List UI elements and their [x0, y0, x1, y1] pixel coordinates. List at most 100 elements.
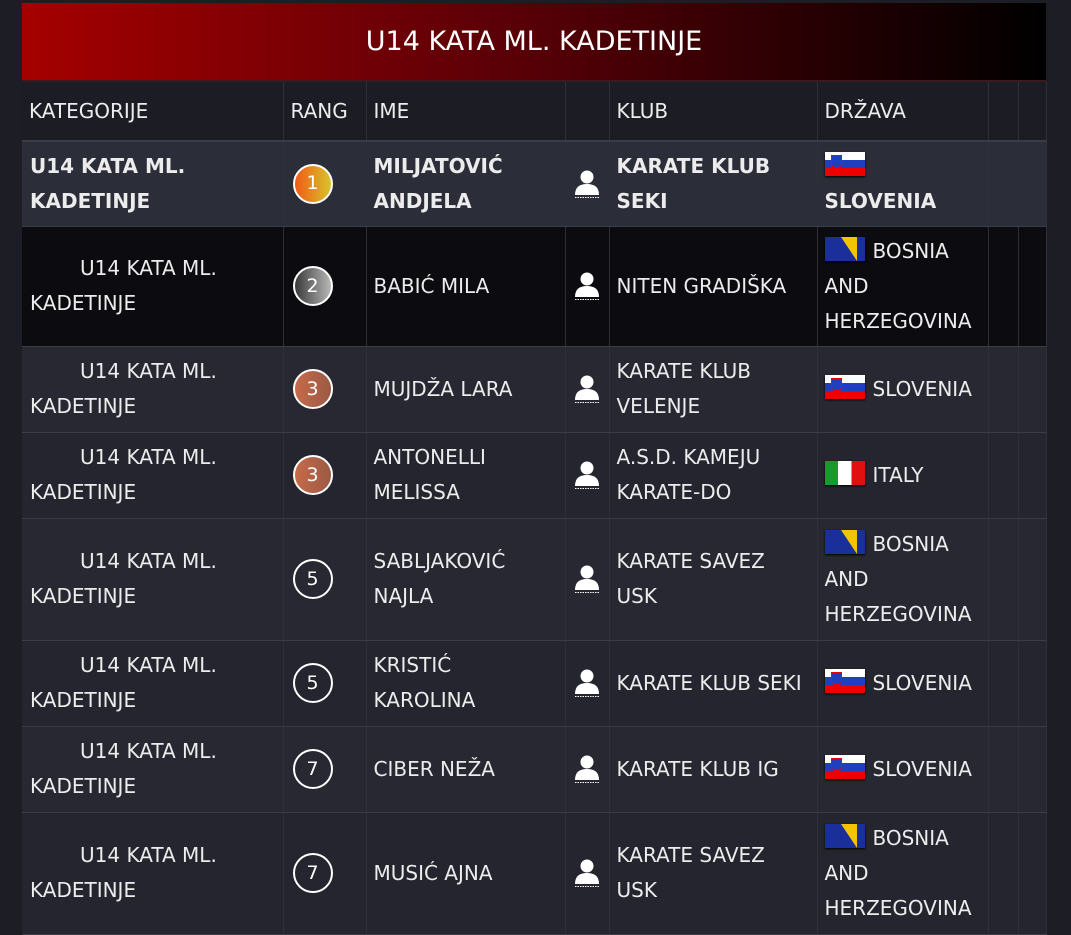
- flag-ba-icon: [824, 823, 865, 848]
- header-club[interactable]: KLUB: [609, 82, 818, 142]
- header-country[interactable]: DRŽAVA: [817, 82, 989, 142]
- flag-si-icon: [824, 754, 865, 779]
- rank-cell: 5: [283, 518, 367, 641]
- category-text: U14 KATA ML. KADETINJE: [30, 739, 217, 798]
- club-cell: KARATE KLUB IG: [609, 726, 818, 813]
- athlete-name[interactable]: SABLJAKOVIĆ NAJLA: [373, 549, 506, 608]
- athlete-name[interactable]: BABIĆ MILA: [373, 273, 490, 298]
- person-icon[interactable]: [574, 374, 600, 404]
- club-cell: KARATE KLUB VELENJE: [609, 346, 818, 433]
- rank-number: 3: [306, 377, 319, 400]
- rank-cell: 2: [283, 226, 367, 347]
- person-icon[interactable]: [574, 858, 600, 888]
- icon-cell: [565, 141, 610, 227]
- table-row[interactable]: U14 KATA ML. KADETINJE 2 BABIĆ MILA NITE…: [22, 226, 1047, 347]
- country-cell: ITALY: [817, 432, 989, 519]
- table-row[interactable]: U14 KATA ML. KADETINJE 5 KRISTIĆ KAROLIN…: [22, 640, 1047, 727]
- extra-cell-2: [1018, 346, 1047, 433]
- table-row[interactable]: U14 KATA ML. KADETINJE 3 ANTONELLI MELIS…: [22, 432, 1047, 519]
- results-table: KATEGORIJE RANG IME KLUB DRŽAVA U14 KATA…: [22, 82, 1047, 935]
- extra-cell-1: [988, 726, 1019, 813]
- athlete-name[interactable]: CIBER NEŽA: [373, 756, 495, 781]
- country-cell: SLOVENIA: [817, 726, 989, 813]
- name-cell: MUSIĆ AJNA: [366, 812, 566, 935]
- extra-cell-1: [988, 518, 1019, 641]
- flag-si-icon: [824, 374, 865, 399]
- name-cell: MUJDŽA LARA: [366, 346, 566, 433]
- flag-it-icon: [824, 460, 865, 485]
- rank-number: 5: [306, 671, 319, 694]
- rank-medal: 3: [292, 455, 333, 495]
- table-row[interactable]: U14 KATA ML. KADETINJE 7 MUSIĆ AJNA KARA…: [22, 812, 1047, 935]
- club-cell: KARATE KLUB SEKI: [609, 640, 818, 727]
- person-icon[interactable]: [574, 564, 600, 594]
- country-name: SLOVENIA: [872, 756, 972, 781]
- country-name: BOSNIA AND HERZEGOVINA: [824, 531, 972, 626]
- club-name: KARATE KLUB SEKI: [616, 153, 771, 213]
- header-rank[interactable]: RANG: [283, 82, 367, 142]
- extra-cell-2: [1018, 518, 1047, 641]
- table-row[interactable]: U14 KATA ML. KADETINJE 7 CIBER NEŽA KARA…: [22, 726, 1047, 813]
- extra-cell-2: [1018, 226, 1047, 347]
- category-cell: U14 KATA ML. KADETINJE: [22, 346, 284, 433]
- extra-cell-2: [1018, 726, 1047, 813]
- icon-cell: [565, 640, 610, 727]
- extra-cell-1: [988, 141, 1019, 227]
- club-cell: KARATE KLUB SEKI: [609, 141, 818, 227]
- rank-number: 5: [306, 567, 319, 590]
- athlete-name[interactable]: ANTONELLI MELISSA: [373, 445, 486, 504]
- name-cell: SABLJAKOVIĆ NAJLA: [366, 518, 566, 641]
- flag-si-icon: [824, 151, 865, 176]
- country-cell: SLOVENIA: [817, 141, 989, 227]
- icon-cell: [565, 346, 610, 433]
- club-name: KARATE KLUB SEKI: [616, 670, 802, 695]
- header-extra-2: [1018, 82, 1047, 142]
- results-panel: U14 KATA ML. KADETINJE KATEGORIJE RANG I…: [22, 3, 1047, 935]
- extra-cell-1: [988, 226, 1019, 347]
- athlete-name[interactable]: KRISTIĆ KAROLINA: [373, 653, 476, 712]
- athlete-name[interactable]: MUJDŽA LARA: [373, 376, 513, 401]
- name-cell: ANTONELLI MELISSA: [366, 432, 566, 519]
- table-row[interactable]: U14 KATA ML. KADETINJE 5 SABLJAKOVIĆ NAJ…: [22, 518, 1047, 641]
- extra-cell-1: [988, 640, 1019, 727]
- person-icon[interactable]: [574, 668, 600, 698]
- category-text: U14 KATA ML. KADETINJE: [30, 153, 186, 213]
- person-icon[interactable]: [574, 169, 600, 199]
- category-cell: U14 KATA ML. KADETINJE: [22, 226, 284, 347]
- athlete-name[interactable]: MILJATOVIĆ ANDJELA: [373, 153, 503, 213]
- club-name: NITEN GRADIŠKA: [616, 273, 787, 298]
- header-name[interactable]: IME: [366, 82, 566, 142]
- icon-cell: [565, 226, 610, 347]
- extra-cell-2: [1018, 812, 1047, 935]
- category-cell: U14 KATA ML. KADETINJE: [22, 518, 284, 641]
- person-icon[interactable]: [574, 460, 600, 490]
- country-name: BOSNIA AND HERZEGOVINA: [824, 825, 972, 920]
- table-row[interactable]: U14 KATA ML. KADETINJE 1 MILJATOVIĆ ANDJ…: [22, 141, 1047, 227]
- category-cell: U14 KATA ML. KADETINJE: [22, 141, 284, 227]
- country-name: BOSNIA AND HERZEGOVINA: [824, 238, 972, 333]
- flag-ba-icon: [824, 236, 865, 261]
- extra-cell-2: [1018, 141, 1047, 227]
- rank-medal: 1: [292, 163, 333, 204]
- club-name: KARATE SAVEZ USK: [616, 843, 765, 902]
- rank-cell: 1: [283, 141, 367, 227]
- rank-medal: 5: [292, 663, 333, 703]
- name-cell: BABIĆ MILA: [366, 226, 566, 347]
- country-name: SLOVENIA: [872, 376, 972, 401]
- table-row[interactable]: U14 KATA ML. KADETINJE 3 MUJDŽA LARA KAR…: [22, 346, 1047, 433]
- rank-cell: 7: [283, 726, 367, 813]
- club-name: KARATE KLUB VELENJE: [616, 359, 752, 418]
- rank-number: 7: [306, 861, 319, 884]
- athlete-name[interactable]: MUSIĆ AJNA: [373, 860, 493, 885]
- flag-si-icon: [824, 668, 865, 693]
- person-icon[interactable]: [574, 754, 600, 784]
- header-icon: [565, 82, 610, 142]
- header-row: KATEGORIJE RANG IME KLUB DRŽAVA: [22, 82, 1047, 142]
- person-icon[interactable]: [574, 271, 600, 301]
- rank-cell: 7: [283, 812, 367, 935]
- header-category[interactable]: KATEGORIJE: [22, 82, 284, 142]
- rank-medal: 7: [292, 749, 333, 789]
- club-name: KARATE KLUB IG: [616, 756, 779, 781]
- country-name: SLOVENIA: [824, 188, 937, 213]
- rank-medal: 7: [292, 853, 333, 893]
